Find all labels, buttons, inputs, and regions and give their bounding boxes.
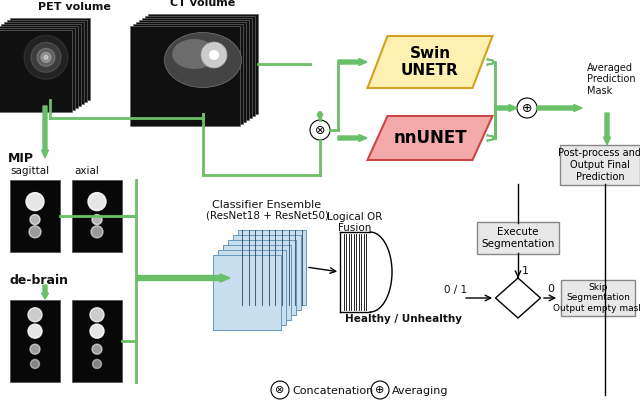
FancyBboxPatch shape: [10, 300, 60, 382]
FancyBboxPatch shape: [139, 20, 249, 120]
FancyArrow shape: [317, 112, 323, 120]
FancyArrow shape: [537, 105, 582, 112]
FancyBboxPatch shape: [145, 16, 255, 116]
Text: Swin
UNETR: Swin UNETR: [401, 46, 459, 78]
FancyArrow shape: [338, 134, 367, 142]
FancyArrow shape: [338, 59, 367, 66]
Text: axial: axial: [74, 166, 99, 176]
FancyBboxPatch shape: [133, 24, 243, 124]
Text: CT volume: CT volume: [170, 0, 236, 8]
Text: (ResNet18 + ResNet50): (ResNet18 + ResNet50): [205, 210, 328, 220]
Circle shape: [30, 344, 40, 354]
Text: Classifier Ensemble: Classifier Ensemble: [212, 200, 321, 210]
Polygon shape: [340, 232, 392, 312]
Ellipse shape: [164, 33, 241, 88]
Polygon shape: [238, 230, 306, 305]
Circle shape: [28, 308, 42, 322]
FancyArrow shape: [604, 113, 611, 145]
Text: Averaged
Prediction
Mask: Averaged Prediction Mask: [587, 63, 636, 96]
Circle shape: [93, 359, 102, 368]
Text: Post-process and
Output Final
Prediction: Post-process and Output Final Prediction: [559, 149, 640, 182]
Polygon shape: [218, 250, 286, 325]
Circle shape: [209, 50, 219, 60]
Polygon shape: [233, 235, 301, 310]
FancyArrow shape: [487, 59, 495, 66]
Text: PET volume: PET volume: [38, 2, 111, 12]
FancyBboxPatch shape: [0, 30, 72, 112]
Circle shape: [44, 55, 48, 59]
Circle shape: [271, 381, 289, 399]
FancyBboxPatch shape: [148, 14, 258, 114]
Text: sagittal: sagittal: [10, 166, 49, 176]
Text: ⊗: ⊗: [275, 385, 285, 395]
FancyBboxPatch shape: [142, 18, 252, 118]
Ellipse shape: [172, 39, 216, 69]
FancyBboxPatch shape: [340, 232, 370, 312]
FancyBboxPatch shape: [4, 22, 84, 104]
Circle shape: [41, 53, 51, 62]
Circle shape: [92, 214, 102, 225]
Text: MIP: MIP: [8, 152, 34, 165]
Circle shape: [310, 120, 330, 140]
FancyBboxPatch shape: [7, 20, 87, 102]
FancyArrow shape: [42, 106, 49, 158]
FancyBboxPatch shape: [561, 280, 635, 316]
Text: nnUNET: nnUNET: [393, 129, 467, 147]
Text: 0 / 1: 0 / 1: [444, 285, 467, 295]
Polygon shape: [223, 245, 291, 320]
Circle shape: [201, 42, 227, 68]
Circle shape: [28, 324, 42, 338]
Text: Concatenation: Concatenation: [292, 386, 373, 396]
Circle shape: [88, 193, 106, 210]
Text: Fusion: Fusion: [339, 223, 372, 233]
FancyBboxPatch shape: [0, 28, 75, 110]
FancyBboxPatch shape: [1, 24, 81, 106]
FancyBboxPatch shape: [0, 26, 78, 108]
Text: 1: 1: [522, 266, 529, 276]
Circle shape: [31, 42, 61, 72]
Circle shape: [517, 98, 537, 118]
FancyArrow shape: [136, 274, 230, 282]
Text: Healthy / Unhealthy: Healthy / Unhealthy: [345, 314, 462, 324]
Circle shape: [37, 48, 55, 66]
FancyBboxPatch shape: [10, 18, 90, 100]
Circle shape: [30, 214, 40, 225]
Text: Skip
Segmentation
Output empty mask: Skip Segmentation Output empty mask: [553, 283, 640, 313]
FancyArrow shape: [42, 285, 49, 299]
FancyBboxPatch shape: [10, 180, 60, 252]
Circle shape: [29, 226, 41, 238]
FancyBboxPatch shape: [130, 26, 240, 126]
Circle shape: [91, 226, 103, 238]
FancyBboxPatch shape: [72, 300, 122, 382]
Circle shape: [90, 308, 104, 322]
Circle shape: [26, 193, 44, 210]
Polygon shape: [213, 255, 281, 330]
Text: ⊕: ⊕: [375, 385, 385, 395]
Text: ⊗: ⊗: [315, 123, 325, 136]
FancyArrow shape: [487, 134, 495, 142]
Polygon shape: [367, 116, 493, 160]
FancyArrow shape: [495, 105, 517, 112]
Polygon shape: [495, 278, 541, 318]
Circle shape: [371, 381, 389, 399]
Circle shape: [31, 359, 40, 368]
Polygon shape: [367, 36, 493, 88]
FancyBboxPatch shape: [72, 180, 122, 252]
Text: Execute
Segmentation: Execute Segmentation: [481, 227, 555, 249]
FancyBboxPatch shape: [136, 22, 246, 122]
Text: de-brain: de-brain: [10, 274, 69, 287]
Text: Averaging: Averaging: [392, 386, 449, 396]
Circle shape: [90, 324, 104, 338]
Text: ⊕: ⊕: [522, 101, 532, 114]
FancyBboxPatch shape: [560, 145, 640, 185]
Text: 0: 0: [547, 284, 554, 294]
FancyBboxPatch shape: [477, 222, 559, 254]
Text: Logical OR: Logical OR: [327, 212, 383, 222]
Circle shape: [24, 35, 68, 79]
Circle shape: [92, 344, 102, 354]
Polygon shape: [228, 240, 296, 315]
